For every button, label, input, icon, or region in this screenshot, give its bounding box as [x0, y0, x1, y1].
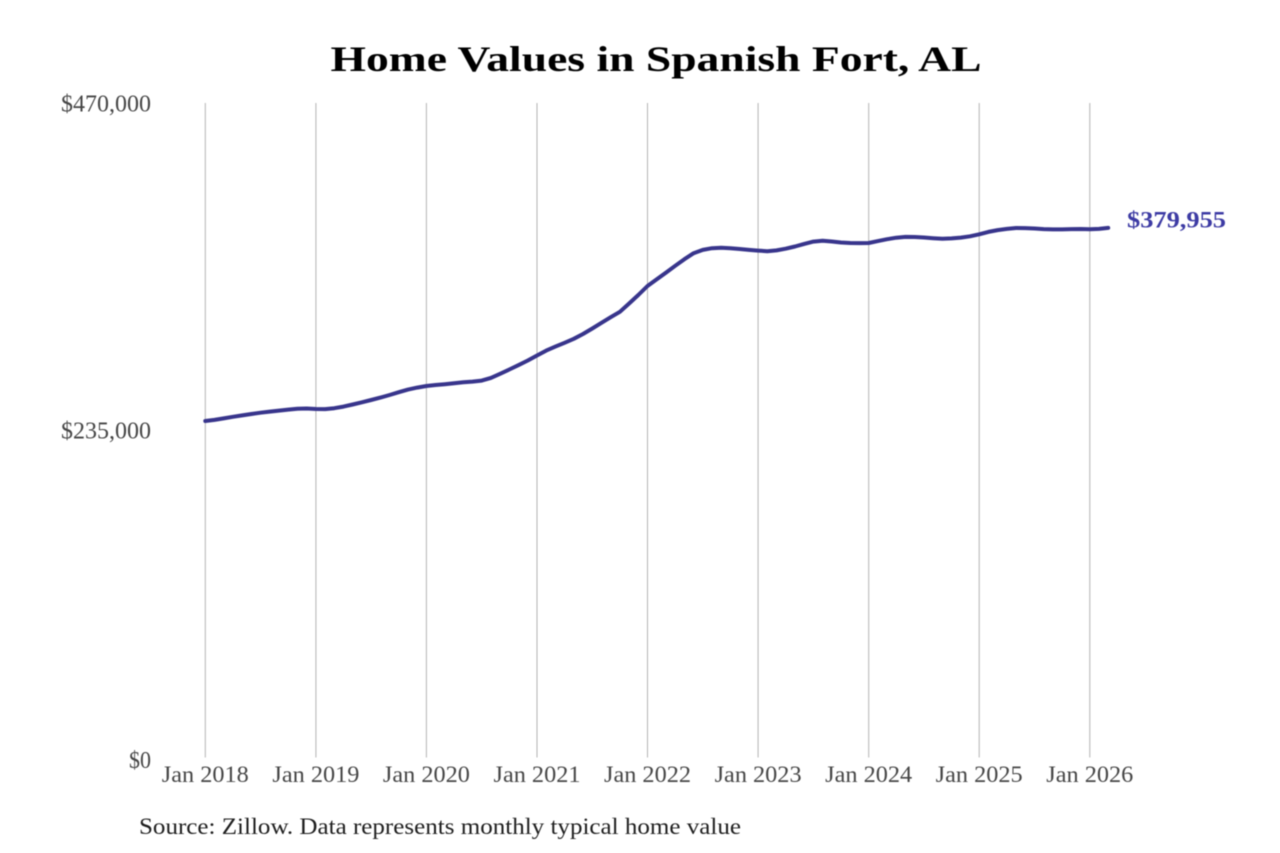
svg-text:Home Values in Spanish Fort, A: Home Values in Spanish Fort, AL	[331, 39, 982, 79]
svg-text:Jan 2020: Jan 2020	[383, 762, 470, 787]
svg-text:Jan 2019: Jan 2019	[272, 762, 359, 787]
svg-text:Jan 2022: Jan 2022	[604, 762, 691, 787]
svg-text:Jan 2021: Jan 2021	[494, 762, 581, 787]
svg-text:Jan 2023: Jan 2023	[715, 762, 802, 787]
svg-text:Jan 2024: Jan 2024	[825, 762, 913, 787]
svg-text:Jan 2025: Jan 2025	[936, 762, 1023, 787]
svg-text:$235,000: $235,000	[61, 418, 151, 444]
svg-text:$470,000: $470,000	[61, 91, 151, 117]
svg-text:Jan 2026: Jan 2026	[1046, 762, 1133, 787]
svg-text:Source: Zillow. Data represent: Source: Zillow. Data represents monthly …	[139, 814, 741, 839]
svg-text:$0: $0	[129, 748, 151, 774]
svg-text:Jan 2018: Jan 2018	[162, 762, 249, 787]
svg-text:$379,955: $379,955	[1127, 208, 1226, 233]
